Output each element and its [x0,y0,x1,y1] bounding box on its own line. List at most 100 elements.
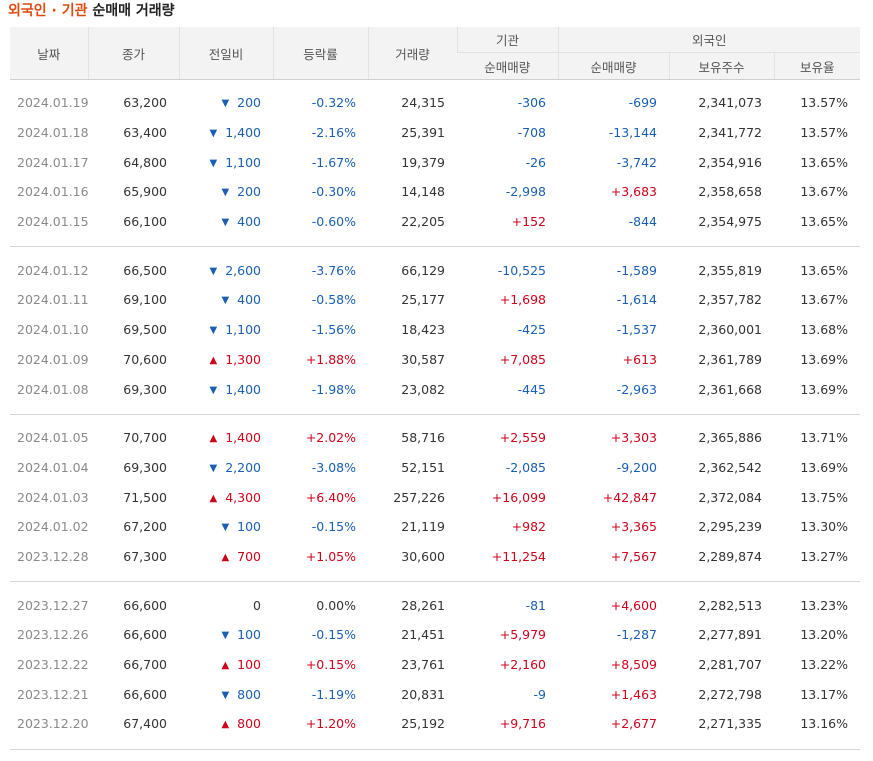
cell-change: ▼ 400 [179,285,273,315]
cell-change: ▼ 2,600 [179,255,273,285]
cell-foreign-net: +1,463 [610,686,657,702]
triangle-down-icon: ▼ [221,217,230,229]
cell-date: 2024.01.16 [17,184,89,200]
cell-rate: -0.30% [311,184,356,200]
cell-change: ▼ 1,400 [179,118,273,148]
cell-inst-net: -2,085 [505,459,546,475]
cell-rate: 0.00% [316,597,356,613]
cell-change: ▼ 800 [179,679,273,709]
cell-foreign-net: -1,589 [616,262,657,278]
cell-holdings: 2,362,542 [698,459,762,475]
cell-rate: +1.88% [305,351,356,367]
group-divider [10,738,860,750]
cell-inst-net: -425 [517,322,546,338]
cell-change-value: 200 [237,184,261,200]
cell-close: 69,300 [123,381,167,397]
cell-change: ▼ 1,400 [179,374,273,404]
cell-foreign-net: +3,683 [610,184,657,200]
cell-close: 66,700 [123,657,167,673]
table-row: 2024.01.04 69,300 ▼ 2,200 -3.08% 52,151 -2,085… [10,453,860,483]
cell-ratio: 13.65% [800,214,848,230]
group-spacer [10,247,860,256]
cell-holdings: 2,341,772 [698,125,762,141]
header-close: 종가 [87,27,179,80]
group-spacer [10,414,860,423]
cell-close: 67,300 [123,548,167,564]
cell-close: 64,800 [123,154,167,170]
cell-change: ▼ 1,100 [179,147,273,177]
cell-change-value: 1,300 [225,351,261,367]
header-date: 날짜 [10,27,88,80]
cell-inst-net: +152 [511,214,546,230]
cell-volume: 28,261 [401,597,445,613]
triangle-down-icon: ▼ [221,295,230,307]
cell-rate: +6.40% [305,489,356,505]
cell-close: 63,400 [123,125,167,141]
cell-date: 2024.01.10 [17,322,89,338]
cell-volume: 52,151 [401,459,445,475]
cell-inst-net: +1,698 [499,292,546,308]
cell-ratio: 13.30% [800,519,848,535]
header-volume: 거래량 [367,27,457,80]
cell-ratio: 13.23% [800,597,848,613]
triangle-down-icon: ▼ [221,689,230,701]
cell-holdings: 2,365,886 [698,430,762,446]
cell-date: 2024.01.18 [17,125,89,141]
cell-volume: 21,119 [401,519,445,535]
header-ratio: 보유율 [773,52,860,80]
cell-inst-net: +11,254 [491,548,546,564]
table-row: 2024.01.17 64,800 ▼ 1,100 -1.67% 19,379 -26 -3,… [10,147,860,177]
cell-close: 63,200 [123,95,167,111]
table-row: 2023.12.22 66,700 ▲ 100 +0.15% 23,761 +2,160 +8… [10,650,860,680]
cell-change: ▲ 4,300 [179,482,273,512]
cell-volume: 58,716 [401,430,445,446]
cell-foreign-net: +8,509 [610,657,657,673]
cell-ratio: 13.57% [800,95,848,111]
cell-rate: +1.20% [305,716,356,732]
triangle-up-icon: ▲ [221,719,230,731]
group-divider [10,403,860,415]
cell-close: 69,300 [123,459,167,475]
section-title-rest: 순매매 거래량 [92,3,175,19]
triangle-up-icon: ▲ [221,551,230,563]
cell-change-value: 4,300 [225,489,261,505]
cell-foreign-net: +2,677 [610,716,657,732]
cell-change-value: 400 [237,214,261,230]
cell-holdings: 2,271,335 [698,716,762,732]
cell-date: 2024.01.08 [17,381,89,397]
cell-inst-net: -10,525 [497,262,546,278]
cell-foreign-net: -3,742 [616,154,657,170]
cell-holdings: 2,357,782 [698,292,762,308]
triangle-up-icon: ▲ [221,660,230,672]
table-row: 2024.01.09 70,600 ▲ 1,300 +1.88% 30,587 +7,085… [10,345,860,375]
cell-rate: -0.15% [311,627,356,643]
cell-date: 2023.12.27 [17,597,89,613]
cell-rate: -3.76% [311,262,356,278]
cell-rate: -3.08% [311,459,356,475]
cell-ratio: 13.17% [800,686,848,702]
cell-foreign-net: +3,303 [610,430,657,446]
cell-date: 2024.01.03 [17,489,89,505]
cell-change-value: 800 [237,686,261,702]
header-institution: 기관 [456,27,558,53]
cell-rate: -0.60% [311,214,356,230]
cell-inst-net: -81 [525,597,546,613]
cell-close: 67,200 [123,519,167,535]
header-rate: 등락률 [272,27,368,80]
cell-holdings: 2,361,789 [698,351,762,367]
cell-date: 2024.01.19 [17,95,89,111]
cell-foreign-net: +7,567 [610,548,657,564]
cell-ratio: 13.68% [800,322,848,338]
cell-volume: 22,205 [401,214,445,230]
cell-volume: 23,082 [401,381,445,397]
group-divider [10,571,860,583]
cell-ratio: 13.67% [800,184,848,200]
table-row: 2023.12.27 66,600 0 0.00% 28,261 -81 +4,600 2,2… [10,590,860,620]
table-row: 2024.01.16 65,900 ▼ 200 -0.30% 14,148 -2,998 +3… [10,177,860,207]
cell-rate: -0.58% [311,292,356,308]
cell-close: 66,100 [123,214,167,230]
cell-close: 66,600 [123,686,167,702]
cell-ratio: 13.69% [800,351,848,367]
cell-inst-net: +16,099 [491,489,546,505]
cell-foreign-net: -699 [628,95,657,111]
